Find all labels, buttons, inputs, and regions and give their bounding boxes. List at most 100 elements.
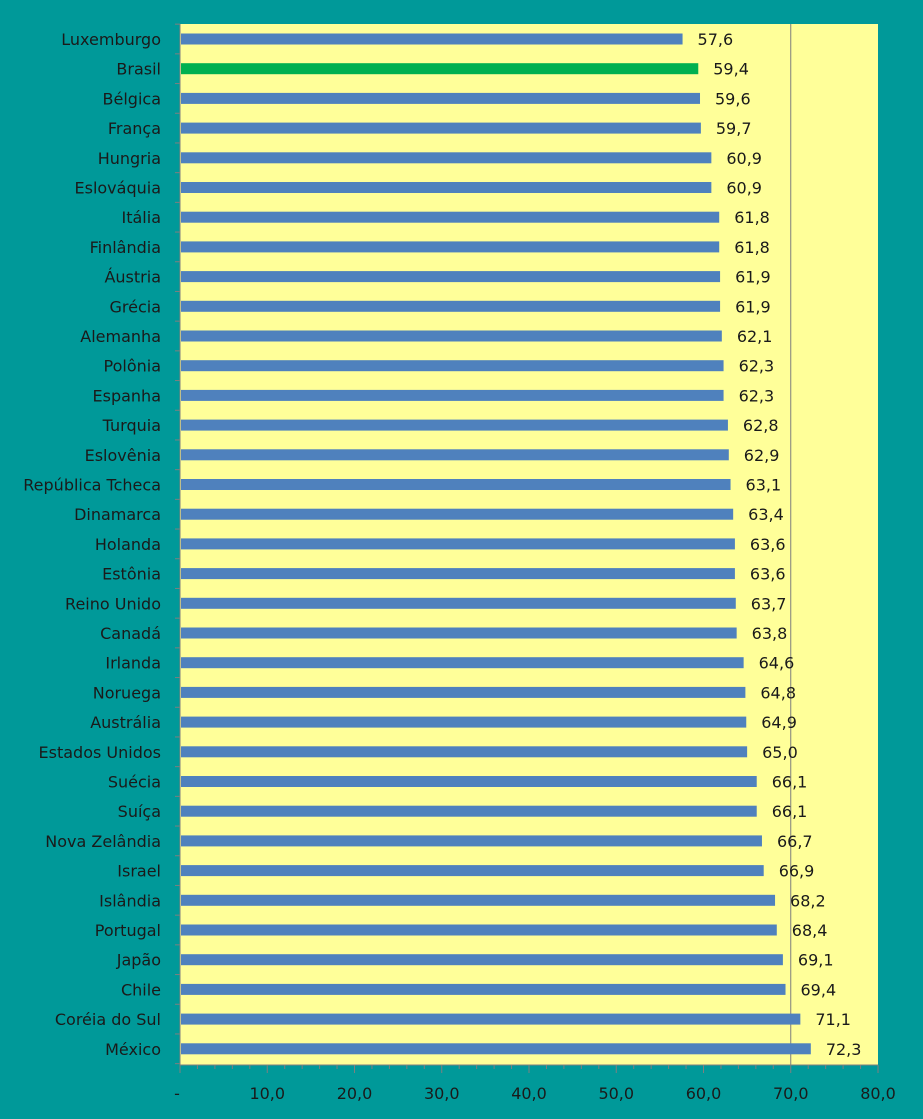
value-label-espanha: 62,3: [739, 386, 775, 405]
value-label-luxemburgo: 57,6: [698, 30, 734, 49]
bar-hungria: [181, 152, 712, 164]
bar-finlandia: [181, 241, 720, 253]
category-label-australia: Austrália: [90, 713, 161, 732]
category-label-chile: Chile: [121, 980, 161, 999]
bar-austria: [181, 271, 721, 283]
category-label-estonia: Estônia: [102, 565, 161, 584]
category-label-espanha: Espanha: [93, 386, 162, 405]
value-label-coreia-do-sul: 71,1: [815, 1010, 851, 1029]
category-label-islandia: Islândia: [99, 891, 161, 910]
category-label-luxemburgo: Luxemburgo: [61, 30, 161, 49]
bar-portugal: [181, 924, 777, 936]
bar-nova-zelandia: [181, 835, 762, 847]
bar-polonia: [181, 360, 724, 372]
bar-reino-unido: [181, 597, 736, 609]
value-label-franca: 59,7: [716, 119, 752, 138]
bar-suica: [181, 805, 757, 817]
category-label-franca: França: [108, 119, 161, 138]
value-label-hungria: 60,9: [726, 149, 762, 168]
bar-eslovenia: [181, 449, 729, 461]
category-label-turquia: Turquia: [102, 416, 161, 435]
bar-israel: [181, 865, 764, 877]
value-label-italia: 61,8: [734, 208, 770, 227]
category-labels: Luxemburgo Brasil Bélgica França Hungria Eslo…: [23, 30, 161, 1059]
bar-luxemburgo: [181, 33, 683, 45]
value-label-estonia: 63,6: [750, 565, 786, 584]
category-label-coreia-do-sul: Coréia do Sul: [55, 1010, 161, 1029]
value-label-chile: 69,4: [801, 980, 837, 999]
value-label-grecia: 61,9: [735, 297, 771, 316]
value-label-reino-unido: 63,7: [751, 594, 787, 613]
value-label-turquia: 62,8: [743, 416, 779, 435]
value-label-suica: 66,1: [772, 802, 808, 821]
bar-italia: [181, 211, 720, 223]
category-label-brasil: Brasil: [116, 60, 161, 79]
category-label-japao: Japão: [116, 951, 161, 970]
x-tick-label: 20,0: [337, 1084, 373, 1103]
category-label-hungria: Hungria: [98, 149, 161, 168]
x-tick-label: 60,0: [686, 1084, 722, 1103]
value-label-israel: 66,9: [779, 862, 815, 881]
x-tick-label: 30,0: [424, 1084, 460, 1103]
bar-mexico: [181, 1043, 811, 1055]
value-label-canada: 63,8: [752, 624, 788, 643]
value-label-suecia: 66,1: [772, 773, 808, 792]
category-label-nova-zelandia: Nova Zelândia: [45, 832, 161, 851]
value-label-mexico: 72,3: [826, 1040, 862, 1059]
bars: [181, 33, 811, 1055]
value-label-portugal: 68,4: [792, 921, 828, 940]
bar-japao: [181, 954, 783, 966]
x-axis: - 10,0 20,0 30,0 40,0 50,0 60,0 70,0 80,0: [174, 23, 896, 1103]
bar-estados-unidos: [181, 746, 748, 758]
value-label-polonia: 62,3: [739, 357, 775, 376]
bar-brasil: [181, 63, 699, 75]
bar-noruega: [181, 686, 746, 698]
category-label-suica: Suíça: [118, 802, 161, 821]
bar-coreia-do-sul: [181, 1013, 801, 1025]
bar-canada: [181, 627, 737, 639]
bar-islandia: [181, 894, 776, 906]
bar-estonia: [181, 568, 735, 580]
value-label-islandia: 68,2: [790, 891, 826, 910]
category-label-eslovenia: Eslovênia: [85, 446, 161, 465]
x-tick-label: 40,0: [511, 1084, 547, 1103]
category-label-alemanha: Alemanha: [80, 327, 161, 346]
bar-irlanda: [181, 657, 744, 669]
category-label-irlanda: Irlanda: [105, 654, 161, 673]
value-label-belgica: 59,6: [715, 89, 751, 108]
category-label-estados-unidos: Estados Unidos: [39, 743, 161, 762]
value-label-irlanda: 64,6: [759, 654, 795, 673]
category-label-eslovaquia: Eslováquia: [75, 179, 162, 198]
value-label-noruega: 64,8: [760, 683, 796, 702]
value-label-dinamarca: 63,4: [748, 505, 784, 524]
category-label-israel: Israel: [117, 862, 161, 881]
bar-suecia: [181, 776, 757, 787]
bar-republica-tcheca: [181, 479, 731, 490]
category-label-austria: Áustria: [104, 268, 161, 287]
value-label-nova-zelandia: 66,7: [777, 832, 813, 851]
category-label-portugal: Portugal: [95, 921, 161, 940]
bar-belgica: [181, 92, 701, 104]
bar-espanha: [181, 389, 724, 401]
category-label-reino-unido: Reino Unido: [65, 594, 161, 613]
value-label-eslovenia: 62,9: [744, 446, 780, 465]
value-label-australia: 64,9: [761, 713, 797, 732]
category-label-canada: Canadá: [100, 624, 161, 643]
category-label-italia: Itália: [122, 208, 162, 227]
value-label-austria: 61,9: [735, 268, 771, 287]
x-tick-label: 70,0: [773, 1084, 809, 1103]
value-label-republica-tcheca: 63,1: [746, 476, 782, 495]
category-label-holanda: Holanda: [95, 535, 161, 554]
bar-turquia: [181, 419, 728, 431]
x-tick-label: 80,0: [860, 1084, 896, 1103]
value-label-estados-unidos: 65,0: [762, 743, 798, 762]
value-label-brasil: 59,4: [713, 60, 749, 79]
value-label-holanda: 63,6: [750, 535, 786, 554]
category-label-mexico: México: [105, 1040, 161, 1059]
category-label-noruega: Noruega: [93, 683, 161, 702]
value-labels: 57,6 59,4 59,6 59,7 60,9 60,9 61,8 61,8 61,9 61,9…: [698, 30, 862, 1059]
x-tick-label: -: [174, 1084, 180, 1103]
category-label-belgica: Bélgica: [103, 89, 161, 108]
bar-alemanha: [181, 330, 722, 342]
